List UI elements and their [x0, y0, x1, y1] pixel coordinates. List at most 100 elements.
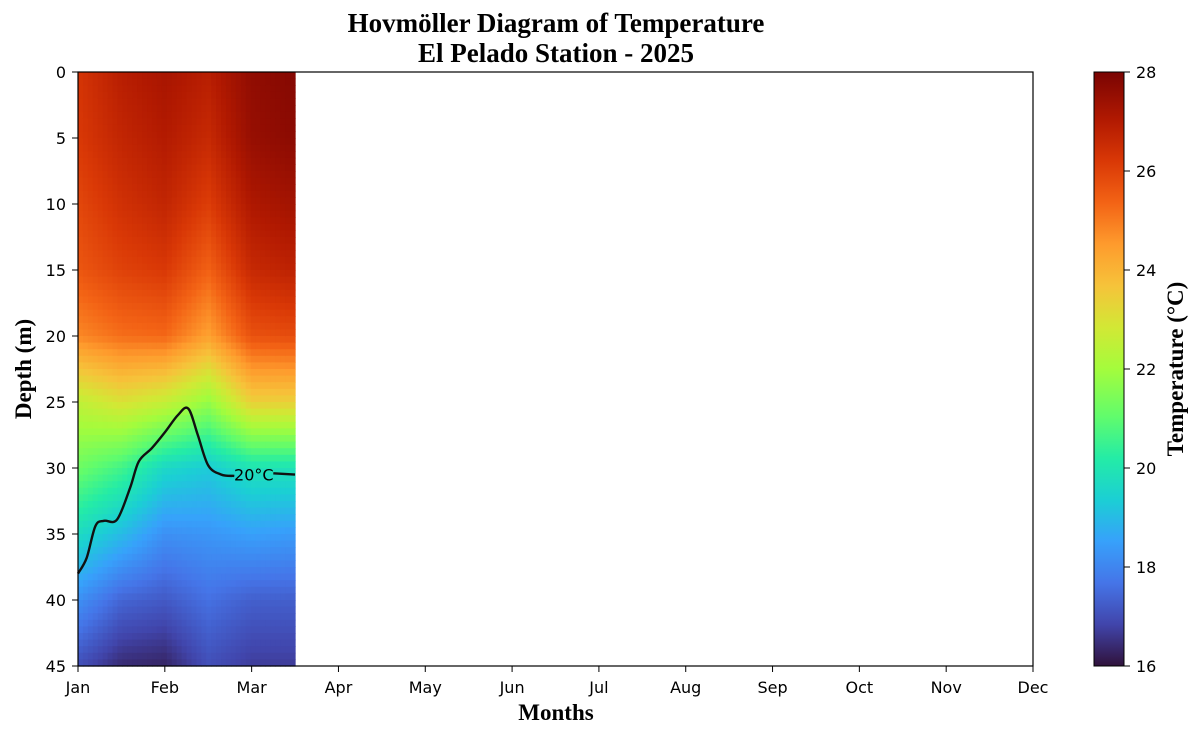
heatmap-cell — [285, 527, 291, 535]
heatmap-cell — [240, 270, 247, 278]
heatmap-cell — [87, 402, 94, 410]
heatmap-cell — [285, 428, 291, 436]
heatmap-cell — [151, 243, 158, 251]
heatmap-cell — [147, 98, 153, 106]
heatmap-cell — [250, 659, 257, 667]
heatmap-cell — [102, 157, 109, 165]
heatmap-cell — [191, 382, 197, 390]
heatmap-cell — [151, 487, 158, 495]
heatmap-cell — [122, 263, 128, 271]
heatmap-cell — [78, 157, 84, 165]
heatmap-cell — [176, 527, 183, 535]
heatmap-cell — [225, 553, 232, 561]
heatmap-cell — [117, 177, 123, 185]
heatmap-cell — [270, 448, 276, 456]
heatmap-cell — [151, 329, 158, 337]
heatmap-cell — [151, 151, 158, 159]
heatmap-cell — [151, 303, 158, 311]
heatmap-cell — [151, 105, 158, 113]
heatmap-cell — [255, 111, 262, 119]
heatmap-cell — [245, 342, 252, 350]
heatmap-cell — [186, 204, 193, 212]
heatmap-cell — [221, 507, 227, 515]
heatmap-cell — [240, 237, 247, 245]
heatmap-cell — [112, 586, 119, 594]
heatmap-cell — [230, 435, 237, 443]
heatmap-cell — [186, 250, 193, 258]
heatmap-cell — [102, 388, 109, 396]
heatmap-cell — [151, 276, 158, 284]
heatmap-cell — [260, 190, 267, 198]
heatmap-cell — [285, 461, 291, 469]
heatmap-cell — [161, 263, 168, 271]
heatmap-cell — [265, 388, 271, 396]
heatmap-cell — [191, 177, 197, 185]
heatmap-cell — [201, 303, 207, 311]
heatmap-cell — [117, 256, 123, 264]
heatmap-cell — [137, 223, 143, 231]
heatmap-cell — [92, 230, 99, 238]
heatmap-cell — [216, 144, 222, 152]
heatmap-cell — [147, 468, 153, 476]
heatmap-cell — [102, 256, 109, 264]
heatmap-cell — [147, 600, 153, 608]
heatmap-cell — [265, 111, 271, 119]
heatmap-cell — [290, 454, 296, 462]
heatmap-cell — [161, 197, 168, 205]
heatmap-cell — [117, 243, 123, 251]
heatmap-cell — [191, 520, 197, 528]
heatmap-cell — [186, 507, 193, 515]
heatmap-cell — [97, 118, 104, 126]
heatmap-cell — [161, 177, 168, 185]
heatmap-cell — [132, 626, 138, 634]
heatmap-cell — [92, 243, 99, 251]
heatmap-cell — [235, 190, 242, 198]
heatmap-cell — [230, 124, 237, 132]
heatmap-cell — [196, 659, 202, 667]
heatmap-cell — [92, 454, 99, 462]
heatmap-cell — [171, 514, 178, 522]
heatmap-cell — [245, 91, 252, 99]
heatmap-cell — [147, 237, 153, 245]
heatmap-cell — [107, 243, 114, 251]
heatmap-cell — [156, 395, 163, 403]
heatmap-cell — [290, 355, 296, 363]
heatmap-cell — [250, 593, 257, 601]
heatmap-cell — [196, 421, 202, 429]
heatmap-cell — [181, 514, 188, 522]
x-tick-label: Sep — [757, 678, 787, 697]
heatmap-cell — [82, 138, 89, 146]
heatmap-cell — [107, 296, 114, 304]
heatmap-cell — [290, 395, 296, 403]
heatmap-cell — [275, 600, 281, 608]
heatmap-cell — [201, 520, 207, 528]
heatmap-cell — [122, 461, 128, 469]
heatmap-cell — [176, 402, 183, 410]
heatmap-cell — [151, 402, 158, 410]
heatmap-cell — [270, 171, 276, 179]
heatmap-cell — [112, 289, 119, 297]
heatmap-cell — [196, 547, 202, 555]
heatmap-cell — [216, 184, 222, 192]
heatmap-cell — [171, 540, 178, 548]
heatmap-cell — [107, 633, 114, 641]
heatmap-cell — [201, 124, 207, 132]
heatmap-cell — [275, 428, 281, 436]
heatmap-cell — [171, 190, 178, 198]
heatmap-cell — [78, 342, 84, 350]
heatmap-cell — [161, 369, 168, 377]
heatmap-cell — [245, 151, 252, 159]
heatmap-cell — [107, 586, 114, 594]
heatmap-cell — [171, 276, 178, 284]
heatmap-cell — [260, 468, 267, 476]
heatmap-cell — [290, 626, 296, 634]
heatmap-cell — [196, 639, 202, 647]
heatmap-cell — [171, 204, 178, 212]
heatmap-cell — [117, 547, 123, 555]
heatmap-cell — [82, 514, 89, 522]
heatmap-cell — [206, 72, 212, 80]
heatmap-cell — [132, 256, 138, 264]
heatmap-cell — [270, 639, 276, 647]
heatmap-cell — [285, 441, 291, 449]
heatmap-cell — [216, 646, 222, 654]
